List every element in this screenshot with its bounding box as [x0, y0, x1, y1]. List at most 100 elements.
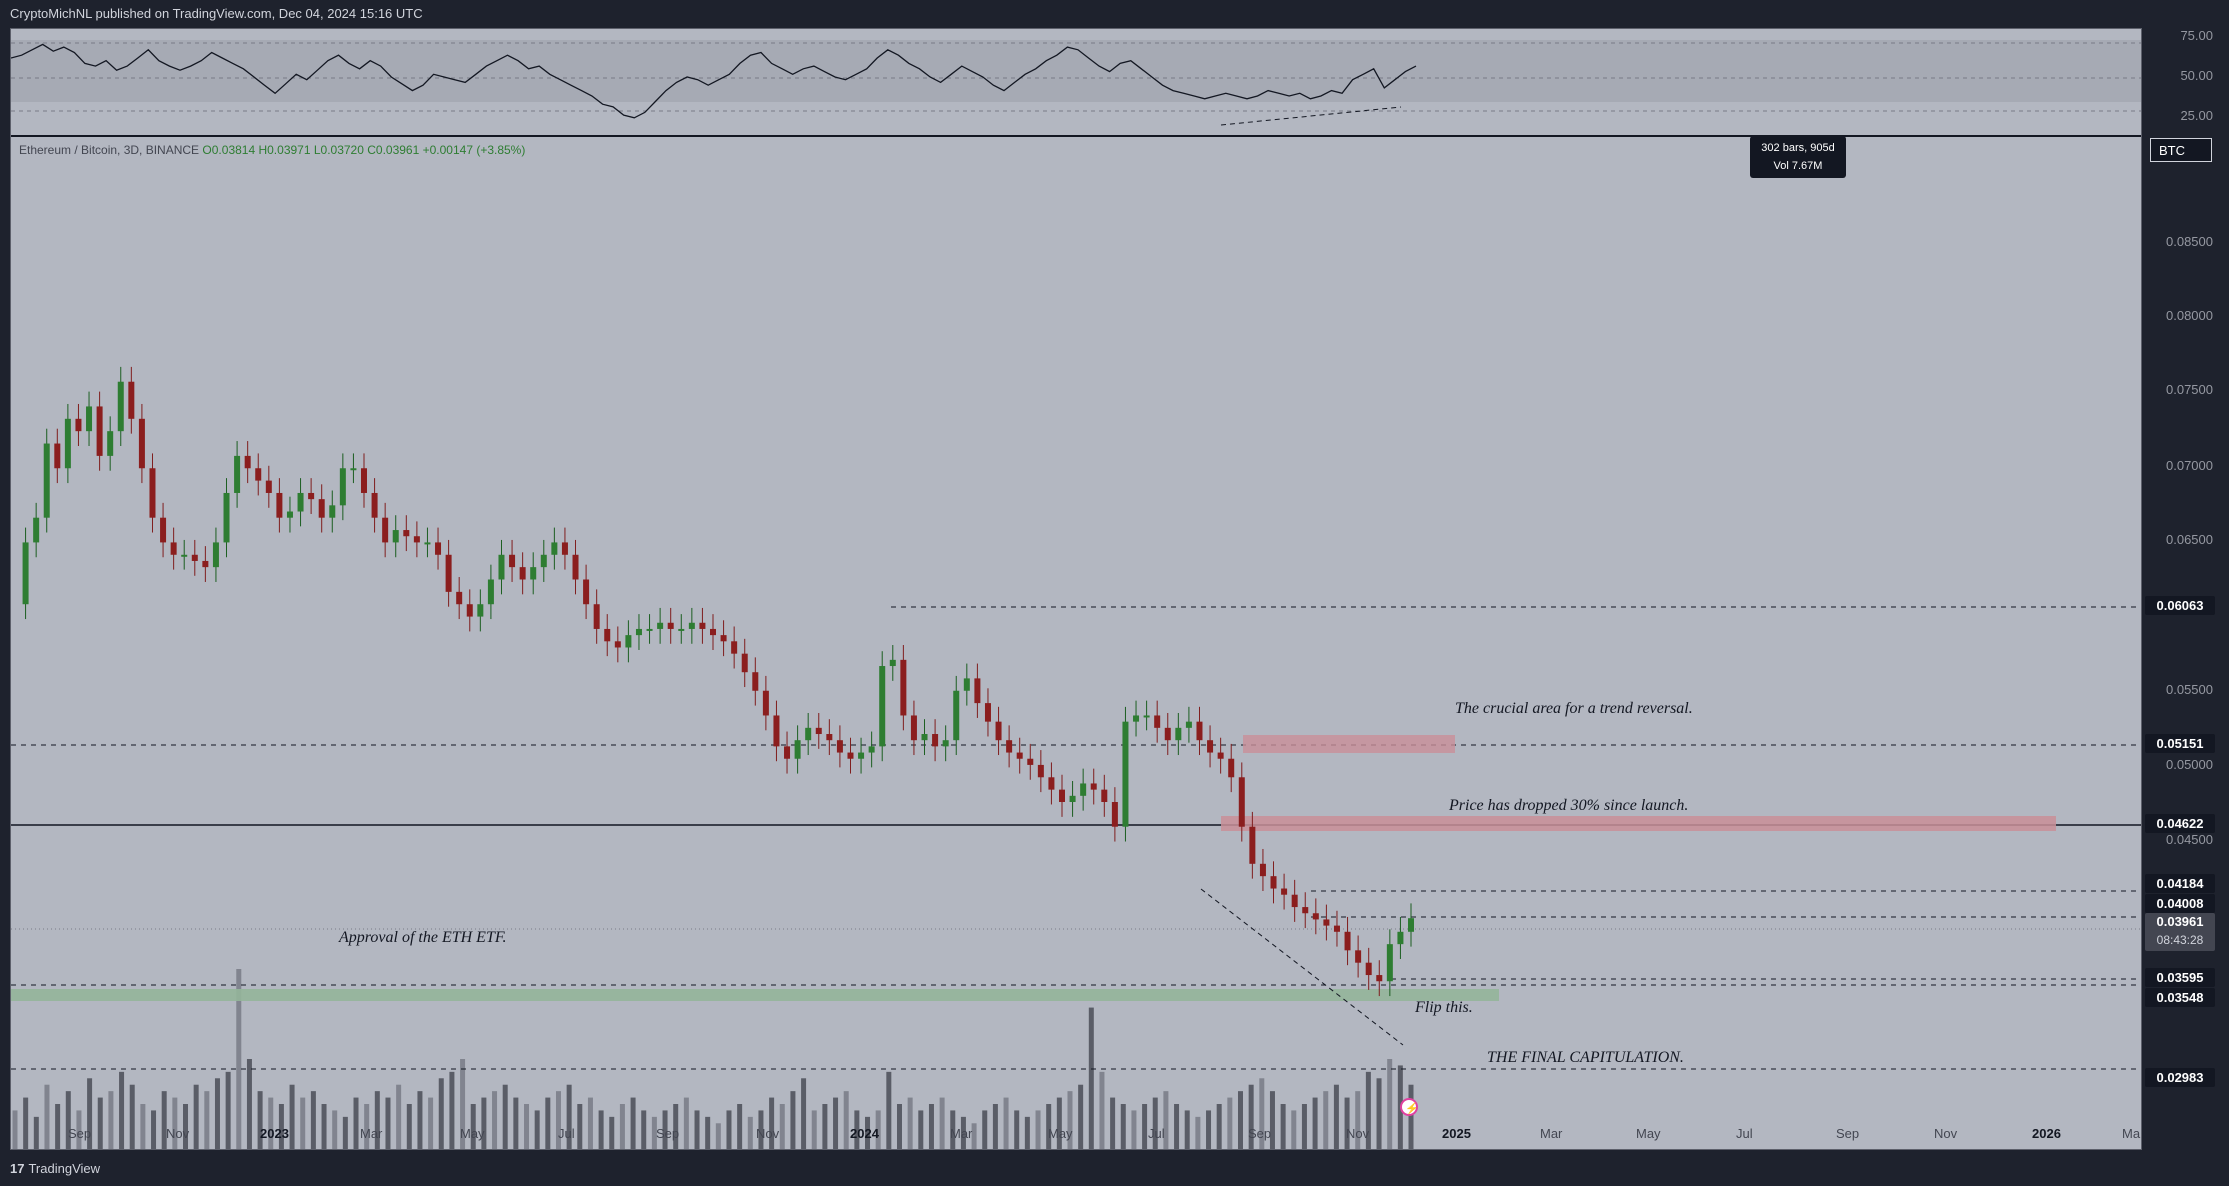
candle-body	[604, 628, 611, 642]
candle-body	[1217, 752, 1224, 759]
candle-body	[255, 468, 262, 481]
downtrend-line	[1200, 888, 1404, 1046]
price-label-0400: 0.04008	[2145, 894, 2215, 913]
volume-bar	[939, 1097, 945, 1149]
time-tick: 2023	[260, 1126, 289, 1141]
candle-body	[75, 418, 82, 432]
volume-bar	[257, 1091, 263, 1149]
volume-bar	[55, 1104, 61, 1149]
candle-body	[646, 628, 653, 631]
volume-bar	[1142, 1104, 1148, 1149]
volume-bar	[694, 1110, 700, 1149]
ohlc-values: O0.03814 H0.03971 L0.03720 C0.03961 +0.0…	[202, 143, 526, 157]
candle-body	[910, 715, 917, 741]
volume-bar	[172, 1097, 178, 1149]
candle-body	[160, 517, 167, 543]
candle-body	[710, 628, 716, 636]
volume-bar	[108, 1091, 114, 1149]
volume-bar	[396, 1084, 402, 1149]
price-tick: 0.08000	[2166, 308, 2213, 323]
time-tick: Sep	[68, 1126, 92, 1141]
candle-body	[1408, 918, 1414, 932]
published-text: CryptoMichNL published on TradingView.co…	[10, 6, 423, 21]
chart-area[interactable]: ⚡ Ethereum / Bitcoin, 3D, BINANCE O0.038…	[10, 28, 2142, 1150]
range-tooltip: 302 bars, 905d Vol 7.67M	[1750, 136, 1846, 178]
volume-bar	[790, 1091, 796, 1149]
time-axis[interactable]: Sep Nov 2023 Mar May Jul Sep Nov 2024 Mar May Jul Se…	[10, 1122, 2142, 1150]
candle-body	[625, 635, 632, 648]
lightning-icon[interactable]	[1400, 1098, 1418, 1116]
candle-body	[1281, 888, 1288, 895]
candle-body	[720, 635, 727, 642]
tooltip-bars: 302 bars, 905d	[1761, 142, 1835, 154]
volume-bar	[577, 1104, 583, 1149]
candle-body	[329, 505, 336, 518]
candle-body	[403, 530, 410, 537]
candle-body	[762, 690, 769, 716]
volume-bar	[449, 1071, 455, 1149]
volume-bar	[1152, 1097, 1158, 1149]
last-price-label: 0.03961 08:43:28	[2145, 913, 2215, 951]
crucial-area-zone[interactable]	[1243, 735, 1455, 753]
price-label-0359: 0.03595	[2145, 968, 2215, 987]
volume-bar	[151, 1110, 157, 1149]
price-label-0515: 0.05151	[2145, 734, 2215, 753]
volume-bar	[1355, 1091, 1361, 1149]
price-label-0462: 0.04622	[2145, 814, 2215, 833]
volume-bar	[907, 1097, 913, 1149]
volume-bar	[524, 1104, 530, 1149]
volume-bar	[374, 1091, 380, 1149]
price-chart: ⚡	[11, 366, 2141, 1149]
volume-bar	[300, 1097, 306, 1149]
candle-body	[456, 591, 463, 605]
time-tick: Jul	[1736, 1126, 1753, 1141]
volume-bar	[342, 1116, 348, 1149]
etf-support-zone[interactable]	[11, 989, 1499, 1001]
tradingview-logo[interactable]: 17 TradingView	[10, 1161, 100, 1176]
pane-separator[interactable]	[11, 135, 2141, 137]
annotation-dropped: Price has dropped 30% since launch.	[1449, 797, 1689, 814]
candle-body	[244, 455, 251, 469]
candle-body	[657, 622, 664, 629]
candle-body	[117, 381, 124, 432]
volume-bar	[1046, 1104, 1052, 1149]
candle-body	[1080, 783, 1087, 796]
volume-bar	[1301, 1104, 1307, 1149]
candle-body	[900, 659, 907, 716]
price-tick: 0.06500	[2166, 532, 2213, 547]
volume-bar	[843, 1091, 849, 1149]
volume-bar	[119, 1071, 125, 1149]
price-axis[interactable]: 75.00 50.00 25.00 0.08500 0.08000 0.0750…	[2142, 28, 2229, 1150]
volume-bar	[566, 1084, 572, 1149]
candle-body	[223, 492, 230, 543]
volume-bar	[971, 1123, 977, 1149]
volume-bar	[854, 1110, 860, 1149]
volume-bar	[673, 1104, 679, 1149]
volume-bar	[236, 969, 242, 1149]
volume-bar	[364, 1104, 370, 1149]
candle-body	[265, 480, 272, 493]
tooltip-volume: Vol 7.67M	[1773, 160, 1823, 172]
candle-body	[1069, 795, 1076, 802]
candle-body	[540, 554, 547, 568]
symbol-legend[interactable]: Ethereum / Bitcoin, 3D, BINANCE O0.03814…	[19, 143, 525, 157]
candle-body	[794, 740, 801, 759]
main-price-pane[interactable]: ⚡ Ethereum / Bitcoin, 3D, BINANCE O0.038…	[11, 137, 2141, 1149]
candle-body	[1175, 727, 1182, 741]
currency-badge[interactable]: BTC	[2150, 138, 2212, 162]
rsi-pane[interactable]	[11, 29, 2141, 135]
volume-bar	[183, 1104, 189, 1149]
volume-bar	[268, 1097, 274, 1149]
volume-bar	[811, 1110, 817, 1149]
candle-body	[741, 653, 748, 673]
candle-body	[350, 468, 357, 471]
launch-drop-zone[interactable]	[1221, 816, 2056, 831]
candle-body	[974, 678, 981, 704]
price-label-0354: 0.03548	[2145, 988, 2215, 1007]
candle-body	[1344, 931, 1351, 951]
volume-bar	[1312, 1097, 1318, 1149]
time-tick: Sep	[1248, 1126, 1272, 1141]
volume-bar	[278, 1104, 284, 1149]
candle-body	[784, 746, 791, 759]
price-tick: 0.05500	[2166, 682, 2213, 697]
